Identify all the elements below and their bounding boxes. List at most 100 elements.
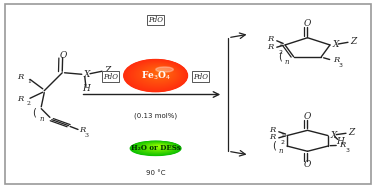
Ellipse shape [147,144,169,150]
Circle shape [152,69,168,77]
Circle shape [148,68,170,79]
Text: R: R [339,141,345,149]
Circle shape [140,65,177,84]
Circle shape [154,70,166,76]
Ellipse shape [156,146,162,147]
Ellipse shape [140,143,174,152]
Circle shape [150,69,169,78]
Text: 1: 1 [27,79,31,84]
Text: PdO: PdO [193,73,208,81]
Circle shape [159,72,163,74]
Ellipse shape [154,145,164,148]
Text: O: O [304,19,311,28]
Text: Z: Z [348,128,354,137]
Text: n: n [285,58,289,66]
Ellipse shape [144,144,171,151]
Text: 3: 3 [339,63,343,68]
Ellipse shape [135,142,177,154]
Circle shape [135,63,180,86]
Text: X: X [333,40,339,49]
Ellipse shape [152,145,165,149]
Text: PdO: PdO [103,73,118,81]
Text: (: ( [272,140,276,150]
Text: PdO: PdO [148,16,163,24]
Text: 2: 2 [280,140,284,145]
Text: (0.13 mol%): (0.13 mol%) [134,113,177,119]
Circle shape [131,62,182,88]
Text: R: R [17,95,23,103]
Text: O: O [59,51,67,60]
Text: Z: Z [104,66,110,75]
Circle shape [147,67,171,80]
Circle shape [160,72,162,73]
Circle shape [146,67,172,80]
Circle shape [141,65,176,83]
Ellipse shape [146,144,170,150]
Text: R: R [17,73,23,81]
Ellipse shape [130,141,181,155]
Text: Z: Z [350,37,356,46]
Circle shape [124,60,187,91]
Text: 1: 1 [280,133,284,138]
Circle shape [133,63,181,87]
Text: O: O [304,160,311,169]
Circle shape [128,61,185,90]
Circle shape [142,66,175,82]
Circle shape [136,64,178,85]
Text: R: R [79,126,85,134]
Circle shape [155,70,165,75]
Ellipse shape [151,145,166,149]
Circle shape [136,64,179,85]
Circle shape [125,60,186,91]
Text: n: n [40,115,44,123]
Circle shape [137,64,178,85]
Text: R: R [270,133,276,141]
Circle shape [158,71,164,74]
Ellipse shape [153,145,165,148]
Text: 2: 2 [278,50,282,55]
Text: H: H [336,137,344,146]
Circle shape [143,66,174,82]
Circle shape [144,67,173,81]
Circle shape [128,61,184,89]
Circle shape [149,68,170,79]
Circle shape [154,70,166,76]
Circle shape [129,61,184,89]
Circle shape [126,60,186,91]
Ellipse shape [134,142,178,154]
Ellipse shape [141,143,173,152]
Text: 1: 1 [278,42,282,46]
Ellipse shape [156,67,173,72]
Circle shape [157,71,165,75]
Ellipse shape [139,143,174,153]
Text: (: ( [33,107,36,117]
Text: 90 °C: 90 °C [146,170,165,176]
Ellipse shape [158,146,161,147]
Text: 2: 2 [27,101,31,106]
Ellipse shape [149,144,168,150]
Ellipse shape [133,142,179,155]
Ellipse shape [155,145,163,148]
Ellipse shape [150,145,167,149]
Circle shape [148,68,171,79]
Circle shape [140,65,176,83]
Ellipse shape [132,142,180,155]
Text: R: R [270,126,276,134]
Circle shape [151,69,169,78]
Text: 3: 3 [85,133,89,138]
Ellipse shape [157,146,162,147]
Ellipse shape [137,143,176,153]
Ellipse shape [138,143,175,153]
Circle shape [152,69,168,77]
Text: X: X [84,70,90,79]
Circle shape [130,62,183,89]
Circle shape [156,70,165,75]
Text: Fe$_3$O$_4$: Fe$_3$O$_4$ [141,69,171,82]
Circle shape [138,64,178,84]
Circle shape [160,72,162,73]
Text: H: H [82,84,90,93]
Circle shape [132,62,182,88]
Ellipse shape [142,143,172,152]
Circle shape [145,67,173,81]
Text: R: R [267,43,274,51]
